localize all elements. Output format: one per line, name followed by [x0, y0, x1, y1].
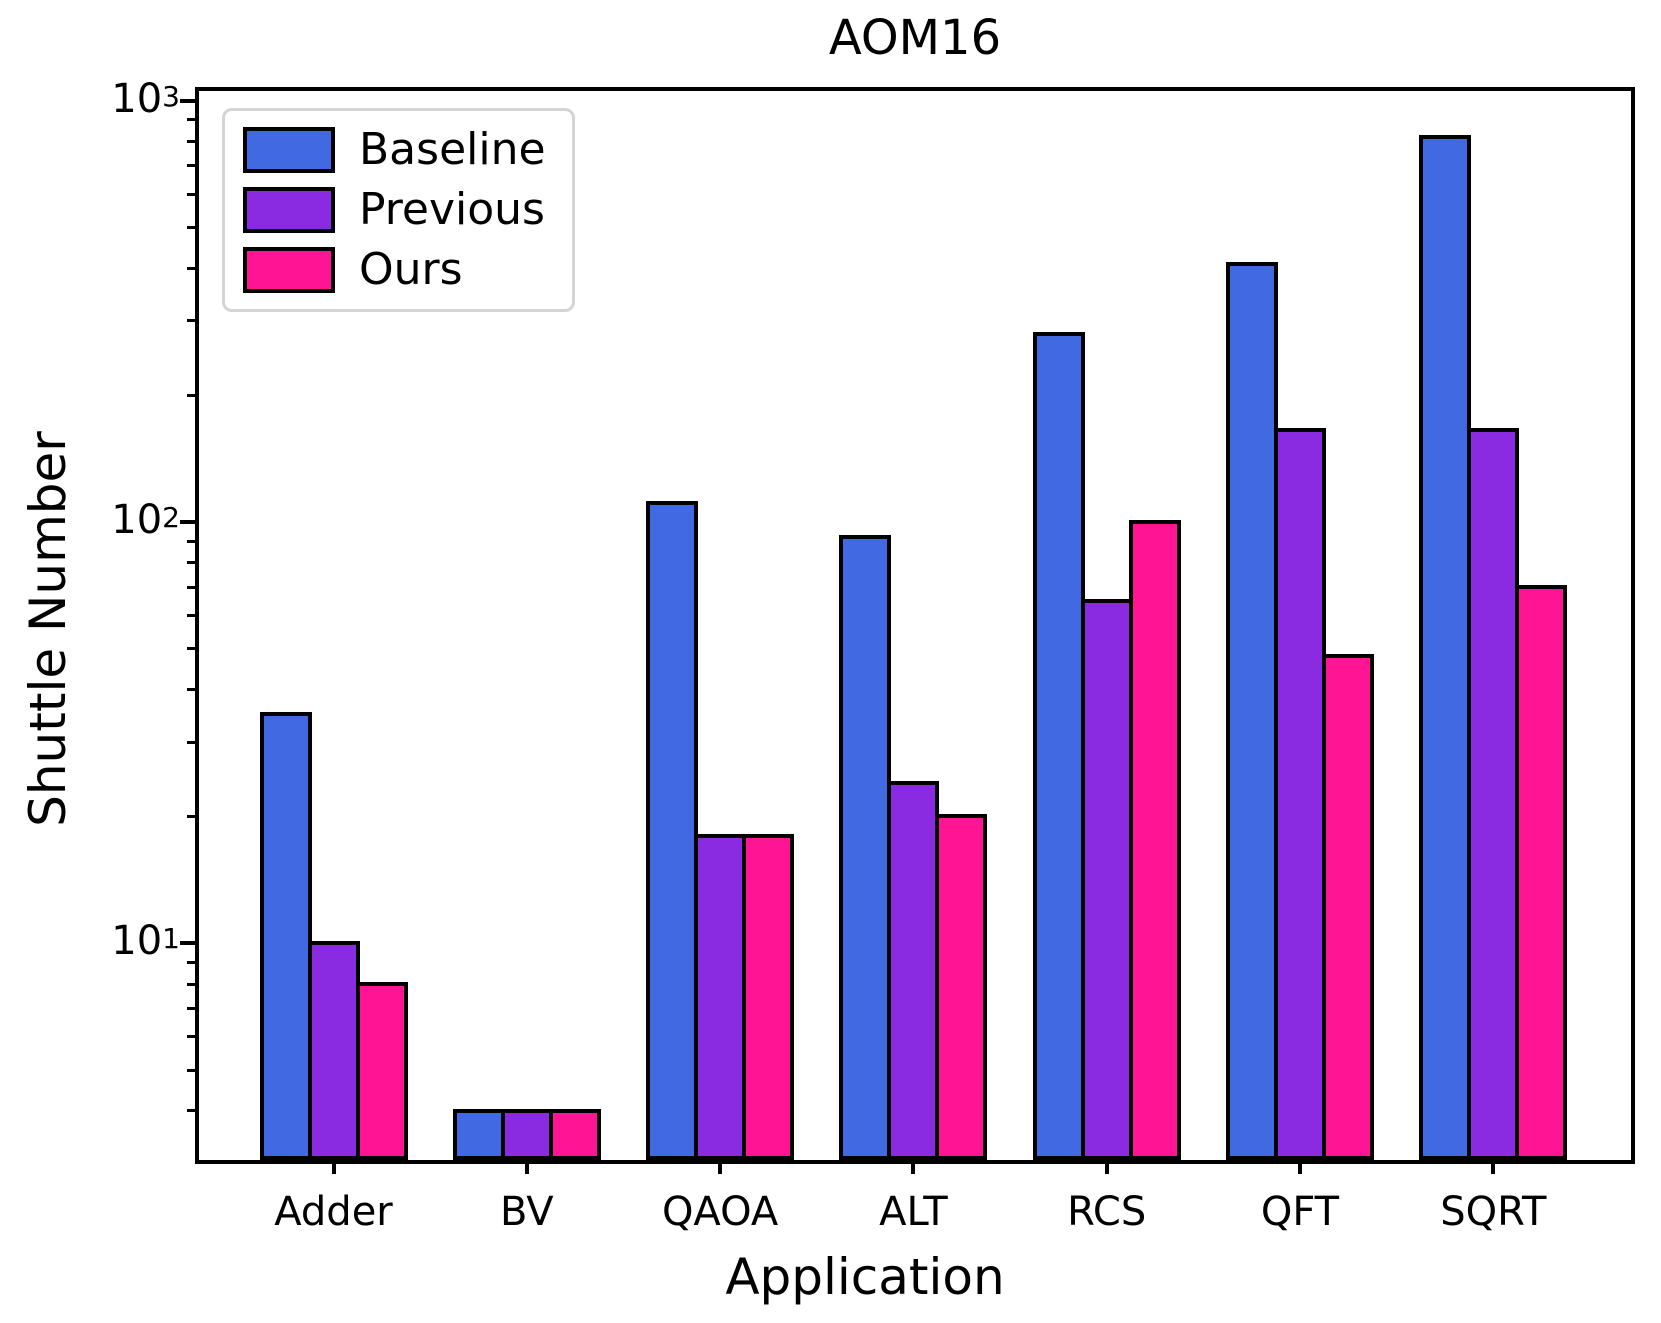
x-tick-label-rcs: RCS [1067, 1189, 1147, 1235]
legend-label: Baseline [359, 124, 546, 175]
x-tick-label-adder: Adder [274, 1189, 393, 1235]
y-minor-tick [187, 226, 197, 230]
chart-title: AOM16 [828, 10, 1002, 66]
x-tick-label-alt: ALT [879, 1189, 948, 1235]
bar-qaoa-previous [694, 833, 747, 1160]
bar-qft-baseline [1226, 261, 1278, 1160]
bar-rcs-ours [1128, 520, 1181, 1160]
y-minor-tick [187, 393, 197, 397]
legend: Baseline Previous Ours [222, 108, 575, 312]
x-tick-label-sqrt: SQRT [1440, 1189, 1547, 1235]
y-tick-label-1e1: 101 [111, 918, 180, 965]
y-minor-tick [187, 539, 197, 543]
x-tick [331, 1160, 336, 1174]
y-minor-tick [187, 1109, 197, 1113]
y-minor-tick [187, 688, 197, 692]
y-minor-tick [187, 961, 197, 965]
y-minor-tick [187, 1068, 197, 1072]
bar-alt-previous [887, 781, 940, 1160]
x-axis-label: Application [725, 1248, 1005, 1306]
bar-sqrt-ours [1515, 585, 1568, 1160]
bar-rcs-previous [1080, 598, 1133, 1160]
y-major-tick [180, 520, 197, 524]
bar-bv-baseline [452, 1108, 505, 1160]
bar-qaoa-ours [742, 833, 795, 1160]
bar-adder-ours [355, 982, 408, 1160]
legend-swatch-baseline [243, 127, 335, 173]
bar-qft-ours [1322, 654, 1374, 1160]
y-tick-label-1e2: 102 [111, 497, 180, 543]
y-minor-tick [187, 164, 197, 168]
legend-label: Ours [359, 244, 463, 295]
y-minor-tick [187, 814, 197, 818]
legend-item-ours: Ours [243, 247, 546, 293]
x-tick [1104, 1160, 1109, 1174]
x-tick-label-qaoa: QAOA [661, 1189, 779, 1235]
legend-item-previous: Previous [243, 187, 546, 233]
y-minor-tick [187, 118, 197, 122]
bar-rcs-baseline [1032, 331, 1085, 1160]
x-tick [1491, 1160, 1496, 1174]
x-tick [718, 1160, 723, 1174]
legend-item-baseline: Baseline [243, 127, 546, 173]
bar-bv-previous [500, 1108, 553, 1160]
bar-alt-ours [935, 814, 988, 1160]
y-minor-tick [187, 740, 197, 744]
y-major-tick [180, 941, 197, 946]
bar-alt-baseline [839, 535, 892, 1160]
x-tick-label-bv: BV [500, 1189, 554, 1235]
y-minor-tick [187, 1035, 197, 1039]
bar-sqrt-previous [1467, 428, 1520, 1160]
y-minor-tick [187, 140, 197, 144]
legend-swatch-previous [243, 187, 335, 233]
y-minor-tick [187, 1007, 197, 1011]
y-minor-tick [187, 561, 197, 565]
legend-label: Previous [359, 184, 545, 235]
bar-qft-previous [1274, 428, 1326, 1160]
legend-swatch-ours [243, 247, 335, 293]
x-tick [1298, 1160, 1302, 1174]
y-minor-tick [187, 266, 197, 270]
y-minor-tick [187, 585, 197, 589]
y-tick-label-1e3: 103 [111, 75, 180, 122]
y-minor-tick [187, 982, 197, 986]
x-tick [911, 1160, 916, 1174]
y-minor-tick [187, 192, 197, 196]
x-tick [524, 1160, 529, 1174]
y-minor-tick [187, 647, 197, 651]
y-major-tick [180, 98, 197, 103]
bar-qaoa-baseline [646, 500, 699, 1160]
y-minor-tick [187, 613, 197, 617]
bar-adder-previous [307, 941, 360, 1160]
bar-bv-ours [548, 1108, 601, 1160]
x-tick-label-qft: QFT [1260, 1189, 1340, 1235]
y-minor-tick [187, 319, 197, 323]
bar-adder-baseline [259, 712, 312, 1160]
bar-sqrt-baseline [1419, 135, 1472, 1160]
